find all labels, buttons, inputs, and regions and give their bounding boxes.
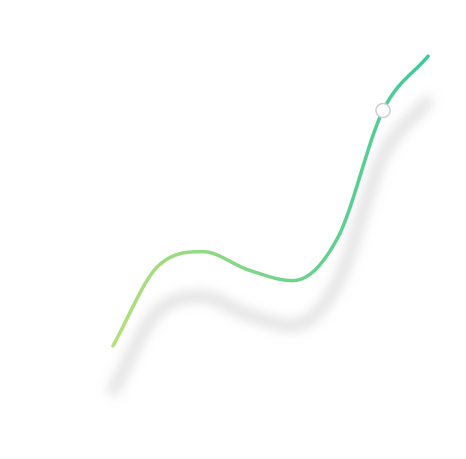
plot-area: [108, 54, 433, 396]
series-shadow: [108, 96, 433, 396]
series-line[interactable]: [111, 54, 430, 348]
hover-point-marker[interactable]: [375, 102, 391, 119]
